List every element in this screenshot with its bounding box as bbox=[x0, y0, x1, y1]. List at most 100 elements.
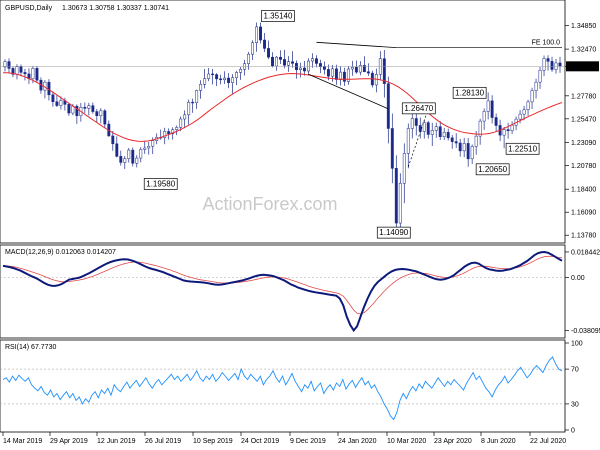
candle-body bbox=[119, 156, 123, 163]
candle-body bbox=[446, 132, 450, 139]
candle-body bbox=[550, 61, 554, 70]
annotation-box bbox=[505, 142, 540, 155]
candle-body bbox=[203, 78, 207, 85]
candle-body bbox=[303, 67, 306, 72]
price-panel: 1.34850 1.32470 1.27780 1.25470 1.23090 1.207… bbox=[0, 0, 599, 244]
watermark: ActionForex.com bbox=[202, 194, 337, 214]
candle-body bbox=[55, 101, 59, 106]
annotation-box bbox=[475, 163, 510, 176]
candle-body bbox=[47, 81, 51, 96]
current-price-marker: 1.30741 bbox=[0, 61, 599, 72]
candle-body bbox=[406, 128, 410, 154]
candle-body bbox=[211, 73, 215, 76]
candle-body bbox=[195, 90, 199, 104]
candle-body bbox=[223, 77, 227, 81]
candle-body bbox=[434, 126, 438, 131]
candle-body bbox=[83, 107, 87, 109]
annotation-label: 1.20650 bbox=[478, 165, 507, 174]
rsi-tick-label: 30 bbox=[571, 401, 579, 408]
candle-body bbox=[263, 39, 266, 49]
current-price-box bbox=[566, 61, 599, 72]
price-tick-label: 1.13780 bbox=[571, 233, 596, 240]
candle-body bbox=[199, 84, 203, 91]
macd-tick-label: 0.018442 bbox=[571, 249, 600, 256]
candle-body bbox=[19, 66, 23, 73]
price-tick-label: 1.20780 bbox=[571, 163, 596, 170]
candle-body bbox=[414, 118, 418, 126]
candle-body bbox=[438, 126, 442, 137]
rsi-tick-label: 0 bbox=[571, 428, 575, 435]
candle-body bbox=[462, 143, 466, 152]
candle-body bbox=[422, 122, 426, 132]
rsi-line bbox=[2, 356, 563, 421]
candle-body bbox=[207, 73, 211, 79]
candle-body bbox=[426, 122, 430, 135]
candle-body bbox=[330, 68, 334, 77]
candle-body bbox=[279, 56, 282, 60]
annotation-label: 1.28130 bbox=[455, 88, 484, 97]
rsi-tick-label: 100 bbox=[571, 341, 583, 348]
current-price-label: 1.30741 bbox=[568, 64, 593, 71]
price-tick-label: 1.34850 bbox=[571, 23, 596, 30]
channel-line bbox=[308, 73, 389, 110]
candle-body bbox=[522, 109, 526, 115]
candle-body bbox=[490, 100, 494, 118]
candle-body bbox=[111, 135, 115, 145]
candle-body bbox=[11, 68, 15, 75]
chart-header: GBPUSD,Daily bbox=[5, 5, 53, 12]
macd-tick-label: -0.038095 bbox=[571, 328, 600, 335]
candle-body bbox=[235, 72, 239, 78]
candle-body bbox=[167, 131, 171, 135]
annotation-label: 1.22510 bbox=[508, 144, 537, 153]
candle-body bbox=[354, 66, 358, 73]
price-annotations: 1.35140 1.19580 1.14090 1.26470 1.20650 1.281… bbox=[143, 10, 540, 239]
candle-body bbox=[338, 71, 342, 80]
candle-body bbox=[558, 62, 562, 67]
candle-body bbox=[310, 58, 314, 62]
candle-body bbox=[219, 78, 223, 81]
candle-body bbox=[171, 129, 175, 135]
price-tick-label: 1.16090 bbox=[571, 210, 596, 217]
candle-body bbox=[502, 129, 506, 136]
price-panel-frame bbox=[0, 0, 566, 244]
candle-body bbox=[271, 56, 274, 67]
candle-body bbox=[334, 68, 338, 80]
moving-average-line bbox=[2, 72, 563, 142]
candle-body bbox=[299, 67, 302, 70]
candle-body bbox=[366, 71, 370, 74]
macd-panel-frame bbox=[0, 244, 566, 339]
candle-body bbox=[538, 69, 542, 83]
candle-body bbox=[486, 100, 490, 112]
candle-body bbox=[251, 42, 255, 55]
rsi-panel-frame bbox=[0, 339, 566, 433]
macd-tick-label: 0.00 bbox=[571, 275, 585, 282]
candle-body bbox=[215, 74, 219, 80]
fe-level: FE 100.0 bbox=[396, 40, 562, 48]
rsi-axis: 100 70 30 0 bbox=[0, 341, 583, 435]
candle-body bbox=[191, 101, 195, 104]
candle-body bbox=[227, 77, 231, 83]
date-axis: 14 Mar 2019 29 Apr 2019 12 Jun 2019 26 Jul … bbox=[2, 432, 566, 445]
macd-signal-line bbox=[2, 255, 563, 315]
candle-body bbox=[67, 104, 71, 114]
date-tick-label: 24 Oct 2019 bbox=[241, 438, 279, 445]
candle-body bbox=[390, 128, 394, 169]
date-tick-label: 10 Sep 2019 bbox=[193, 438, 233, 445]
candle-body bbox=[275, 56, 278, 67]
candle-body bbox=[283, 59, 286, 66]
candle-body bbox=[394, 168, 398, 224]
candle-body bbox=[247, 53, 251, 64]
candle-body bbox=[398, 182, 402, 224]
date-tick-label: 9 Dec 2019 bbox=[290, 438, 326, 445]
candle-body bbox=[482, 111, 486, 122]
macd-panel: 0.018442 0.00 -0.038095 MACD(12,26,9) 0.01… bbox=[0, 244, 600, 339]
candle-body bbox=[115, 143, 119, 157]
candle-body bbox=[442, 132, 446, 137]
annotation-box bbox=[143, 178, 178, 190]
candle-body bbox=[494, 117, 498, 126]
candle-body bbox=[123, 158, 127, 163]
candle-body bbox=[239, 69, 243, 73]
price-axis: 1.34850 1.32470 1.27780 1.25470 1.23090 1.207… bbox=[565, 23, 596, 240]
candle-body bbox=[255, 26, 258, 43]
candle-body bbox=[510, 124, 514, 132]
